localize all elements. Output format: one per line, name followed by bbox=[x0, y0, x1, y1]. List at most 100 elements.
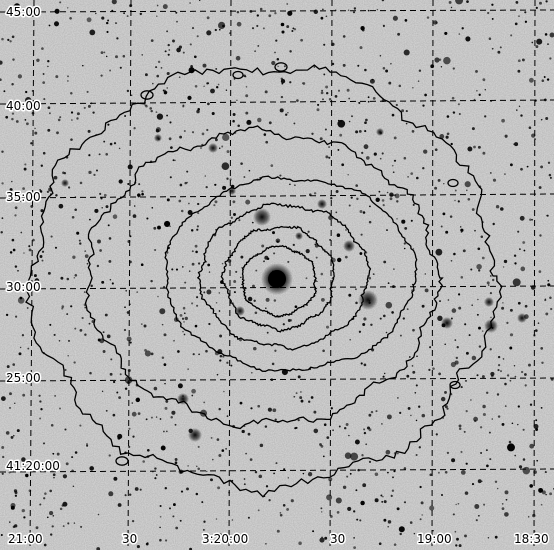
star bbox=[79, 181, 83, 185]
star bbox=[549, 296, 552, 300]
star bbox=[491, 47, 494, 50]
star bbox=[53, 175, 58, 180]
star bbox=[445, 230, 449, 234]
star bbox=[340, 120, 342, 122]
star bbox=[547, 279, 550, 282]
star bbox=[514, 262, 517, 265]
star bbox=[214, 183, 217, 186]
star bbox=[191, 27, 195, 30]
star bbox=[197, 445, 200, 448]
star bbox=[12, 363, 16, 366]
star bbox=[101, 390, 104, 393]
star bbox=[11, 238, 15, 242]
star bbox=[481, 375, 485, 379]
contour-level-1 bbox=[25, 64, 503, 498]
star bbox=[207, 263, 211, 267]
star bbox=[476, 90, 478, 92]
star bbox=[429, 473, 433, 477]
star bbox=[166, 87, 168, 89]
star bbox=[177, 383, 183, 389]
star bbox=[458, 33, 461, 35]
star bbox=[528, 126, 532, 129]
star bbox=[17, 297, 25, 304]
star bbox=[520, 114, 523, 117]
star bbox=[332, 429, 334, 432]
star bbox=[386, 414, 392, 420]
star bbox=[295, 392, 298, 395]
star bbox=[265, 485, 269, 488]
star bbox=[103, 140, 106, 143]
star bbox=[192, 353, 195, 356]
star bbox=[374, 472, 379, 477]
star bbox=[411, 365, 414, 367]
star bbox=[383, 500, 387, 504]
star bbox=[480, 451, 483, 455]
star bbox=[232, 113, 236, 116]
star bbox=[348, 293, 352, 297]
star bbox=[47, 106, 51, 110]
star bbox=[83, 106, 86, 109]
star bbox=[233, 291, 236, 294]
star bbox=[235, 270, 238, 273]
star bbox=[464, 534, 467, 538]
star bbox=[419, 518, 422, 521]
star bbox=[503, 259, 508, 264]
star bbox=[167, 43, 170, 47]
star bbox=[179, 135, 183, 139]
star bbox=[218, 454, 222, 457]
star bbox=[191, 394, 194, 397]
star bbox=[66, 313, 69, 316]
star bbox=[424, 93, 427, 97]
star bbox=[464, 491, 469, 495]
star bbox=[546, 78, 550, 81]
star bbox=[100, 51, 104, 55]
star bbox=[132, 534, 135, 537]
star bbox=[545, 0, 548, 3]
star bbox=[287, 477, 290, 479]
star bbox=[34, 131, 38, 135]
star bbox=[100, 197, 103, 200]
star bbox=[118, 147, 121, 150]
star bbox=[440, 66, 443, 68]
star bbox=[104, 313, 108, 317]
star bbox=[257, 404, 261, 408]
ra-tick-labels: 21:00 30 3:20:00 30 19:00 18:30 bbox=[7, 531, 551, 548]
star bbox=[59, 116, 62, 119]
star bbox=[458, 306, 462, 310]
star bbox=[257, 117, 262, 123]
star bbox=[439, 134, 445, 139]
star bbox=[46, 190, 50, 193]
star bbox=[319, 537, 325, 543]
dec-label-1: 45:00 bbox=[6, 5, 41, 19]
star bbox=[482, 412, 486, 417]
star bbox=[137, 193, 141, 197]
star bbox=[191, 131, 195, 134]
star bbox=[259, 7, 263, 11]
star bbox=[233, 213, 236, 216]
star bbox=[139, 488, 142, 491]
star bbox=[108, 237, 112, 240]
star bbox=[131, 411, 137, 417]
star bbox=[86, 443, 88, 445]
star bbox=[538, 270, 542, 273]
star bbox=[241, 429, 245, 434]
star bbox=[137, 412, 141, 415]
star bbox=[406, 308, 409, 311]
star bbox=[444, 343, 447, 346]
star bbox=[258, 474, 263, 479]
star bbox=[418, 446, 421, 449]
star bbox=[524, 373, 527, 376]
star bbox=[50, 424, 54, 427]
star bbox=[38, 394, 41, 397]
star bbox=[28, 248, 32, 252]
star bbox=[483, 503, 486, 506]
star bbox=[12, 468, 15, 471]
star bbox=[474, 419, 477, 423]
star bbox=[459, 226, 462, 228]
star bbox=[477, 145, 481, 149]
star bbox=[228, 537, 232, 541]
star bbox=[128, 427, 131, 430]
star bbox=[486, 464, 489, 468]
star bbox=[131, 402, 134, 404]
star bbox=[50, 533, 53, 536]
